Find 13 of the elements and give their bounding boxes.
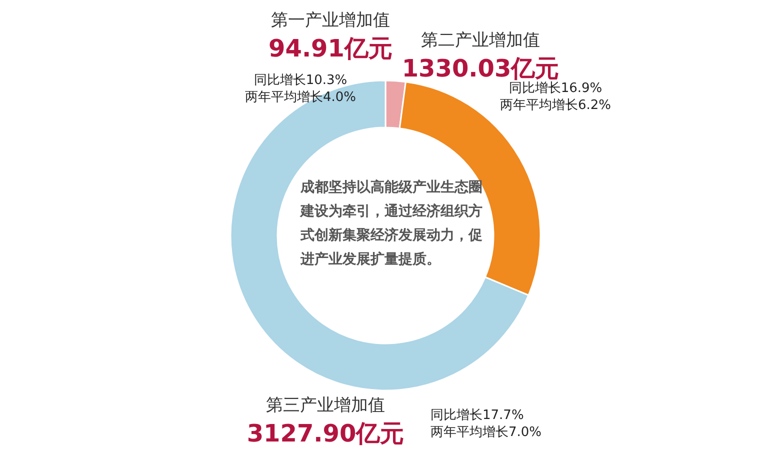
- data-label: 1330.03亿元: [402, 54, 560, 82]
- text: 两年平均增长6.2%: [500, 98, 612, 113]
- text: 两年平均增长4.0%: [244, 90, 356, 105]
- data-label: 94.91亿元: [268, 34, 392, 62]
- text: 同比增长16.9%: [508, 81, 602, 96]
- text: 同比增长17.7%: [430, 408, 524, 423]
- slice-label: 第一产业增加值: [271, 10, 390, 30]
- data-label: 3127.90亿元: [246, 420, 404, 448]
- text: 两年平均增长7.0%: [430, 425, 542, 440]
- slice-label: 第二产业增加值: [421, 30, 540, 50]
- slice-label: 第三产业增加值: [266, 396, 385, 416]
- text: 同比增长10.3%: [254, 73, 348, 88]
- text: 成都坚持以高能级产业生态圈建设为牵引，通过经济组织方式创新集聚经济发展动力，促进产业发展扩量提质。: [300, 178, 482, 268]
